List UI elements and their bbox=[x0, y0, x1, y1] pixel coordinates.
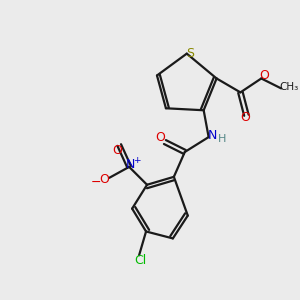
Text: N: N bbox=[125, 158, 135, 171]
Text: S: S bbox=[186, 47, 194, 60]
Text: Cl: Cl bbox=[134, 254, 146, 267]
Text: H: H bbox=[218, 134, 227, 144]
Text: +: + bbox=[134, 156, 141, 165]
Text: O: O bbox=[259, 69, 269, 82]
Text: O: O bbox=[99, 173, 109, 186]
Text: O: O bbox=[155, 130, 165, 144]
Text: N: N bbox=[208, 129, 217, 142]
Text: CH₃: CH₃ bbox=[280, 82, 299, 92]
Text: O: O bbox=[112, 143, 122, 157]
Text: O: O bbox=[241, 111, 250, 124]
Text: −: − bbox=[91, 176, 102, 189]
